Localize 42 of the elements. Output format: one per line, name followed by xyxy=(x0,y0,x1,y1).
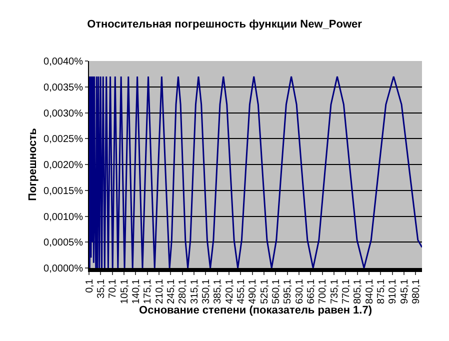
x-tick-label: 175,1 xyxy=(142,278,154,304)
x-tick-label: 945,1 xyxy=(399,278,410,304)
x-tick-label: 980,1 xyxy=(410,278,422,304)
y-tick-label: 0,0005% xyxy=(44,238,84,249)
x-tick-label: 735,1 xyxy=(329,278,340,304)
x-tick-label: 70,1 xyxy=(108,278,119,298)
chart-title: Относительная погрешность функции New_Power xyxy=(87,18,363,31)
x-tick-label: 560,1 xyxy=(270,278,282,304)
y-tick-label: 0,0000% xyxy=(44,264,84,274)
x-tick-label: 0,1 xyxy=(84,278,96,293)
y-tick-label: 0,0035% xyxy=(44,82,84,94)
y-tick-label: 0,0010% xyxy=(44,212,84,223)
x-tick-label: 455,1 xyxy=(236,278,247,304)
x-tick-label: 315,1 xyxy=(189,278,200,304)
x-tick-label: 700,1 xyxy=(318,278,329,304)
x-tick-label: 280,1 xyxy=(178,278,189,304)
y-tick-label: 0,0015% xyxy=(44,186,84,197)
x-tick-label: 245,1 xyxy=(166,278,177,304)
x-tick-label: 350,1 xyxy=(200,278,212,304)
x-tick-label: 665,1 xyxy=(306,278,317,304)
x-tick-label: 420,1 xyxy=(224,278,236,304)
x-tick-label: 385,1 xyxy=(212,278,224,304)
x-tick-label: 490,1 xyxy=(248,278,259,304)
y-tick-label: 0,0025% xyxy=(44,134,84,146)
y-tick-label: 0,0020% xyxy=(44,160,84,171)
x-tick-label: 910,1 xyxy=(388,278,399,304)
x-tick-label: 630,1 xyxy=(294,278,306,304)
line-series xyxy=(89,76,422,268)
y-axis-title: Погрешность xyxy=(27,128,40,201)
y-tick-label: 0,0040% xyxy=(44,56,84,68)
x-tick-label: 105,1 xyxy=(119,278,130,304)
y-tick-label: 0,0030% xyxy=(44,108,84,120)
x-tick-label: 35,1 xyxy=(96,278,107,298)
x-tick-label: 525,1 xyxy=(259,278,270,304)
x-tick-label: 875,1 xyxy=(376,278,387,304)
x-tick-label: 210,1 xyxy=(154,278,166,304)
x-tick-label: 140,1 xyxy=(130,278,142,304)
x-tick-label: 805,1 xyxy=(352,278,364,304)
x-tick-label: 770,1 xyxy=(340,278,352,304)
x-tick-label: 595,1 xyxy=(282,278,294,304)
x-tick-label: 840,1 xyxy=(364,278,376,304)
x-axis-title: Основание степени (показатель равен 1.7) xyxy=(139,304,372,317)
